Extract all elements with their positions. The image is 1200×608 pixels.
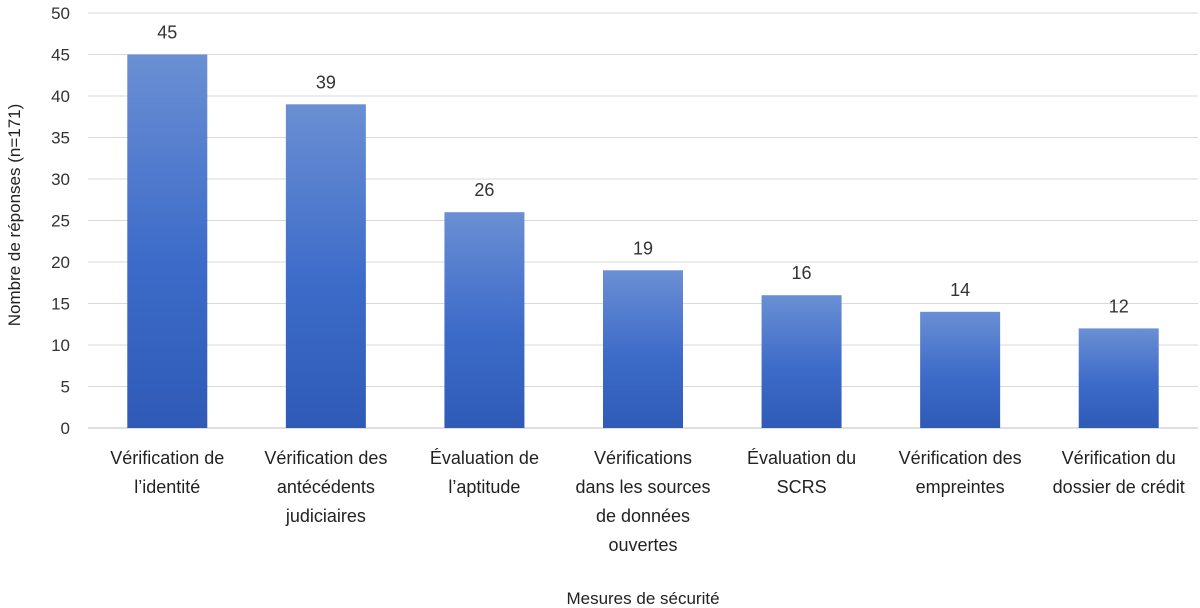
y-tick-label: 10 bbox=[51, 336, 70, 355]
x-tick-label: Vérification de l’identité bbox=[110, 448, 224, 497]
data-label: 45 bbox=[157, 23, 177, 43]
y-tick-label: 40 bbox=[51, 87, 70, 106]
x-axis-title: Mesures de sécurité bbox=[566, 589, 719, 608]
bar bbox=[285, 104, 366, 429]
y-tick-label: 30 bbox=[51, 170, 70, 189]
data-label: 12 bbox=[1109, 296, 1129, 316]
x-tick-label: Vérifications dans les sources de données o… bbox=[575, 448, 710, 555]
bar bbox=[127, 54, 208, 428]
x-tick-label: Vérification des empreintes bbox=[899, 448, 1022, 497]
x-axis-categories: Vérification de l’identité Vérification de… bbox=[110, 448, 1185, 555]
data-label: 19 bbox=[633, 238, 653, 258]
bars bbox=[127, 54, 1159, 429]
data-label: 26 bbox=[474, 180, 494, 200]
x-tick-label: Vérification des antécédents judiciaires bbox=[264, 448, 387, 526]
y-tick-label: 45 bbox=[51, 46, 70, 65]
y-tick-label: 20 bbox=[51, 253, 70, 272]
y-tick-label: 5 bbox=[61, 378, 70, 397]
data-label: 14 bbox=[950, 280, 970, 300]
y-tick-label: 25 bbox=[51, 212, 70, 231]
y-tick-label: 0 bbox=[61, 419, 70, 438]
data-labels: 45 39 26 19 16 14 12 bbox=[157, 23, 1128, 317]
data-label: 16 bbox=[792, 263, 812, 283]
bar bbox=[603, 270, 683, 428]
bar bbox=[444, 212, 525, 428]
y-tick-label: 50 bbox=[51, 4, 70, 23]
gridlines bbox=[88, 12, 1198, 429]
data-label: 39 bbox=[316, 72, 336, 92]
x-tick-label: Évaluation de l’aptitude bbox=[430, 448, 539, 497]
bar bbox=[761, 295, 842, 428]
y-axis-title: Nombre de réponses (n=171) bbox=[5, 104, 24, 327]
y-axis-ticks: 0 5 10 15 20 25 30 35 40 45 50 bbox=[51, 4, 70, 438]
x-tick-label: Vérification du dossier de crédit bbox=[1053, 448, 1185, 497]
y-tick-label: 15 bbox=[51, 295, 70, 314]
bar bbox=[920, 311, 1001, 428]
y-tick-label: 35 bbox=[51, 129, 70, 148]
x-tick-label: Évaluation du SCRS bbox=[747, 448, 856, 497]
bar bbox=[1078, 328, 1159, 428]
